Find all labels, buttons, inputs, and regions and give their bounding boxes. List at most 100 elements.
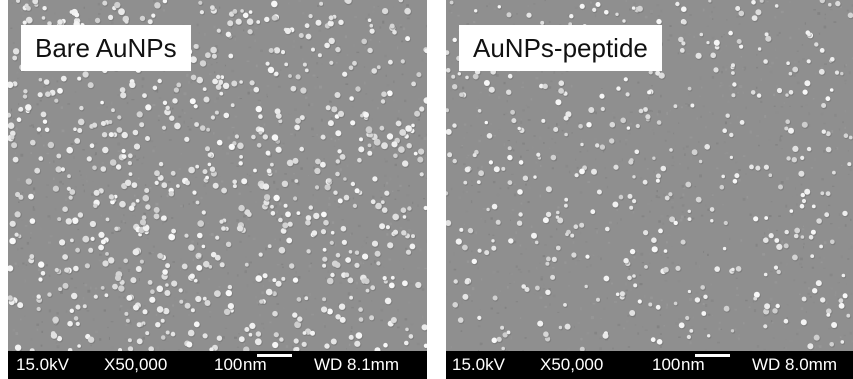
nanoparticle (239, 80, 243, 84)
nanoparticle (507, 331, 511, 335)
nanoparticle (117, 115, 121, 119)
nanoparticle (92, 166, 97, 171)
nanoparticle (822, 130, 826, 134)
nanoparticle (724, 306, 730, 312)
nanoparticle (563, 303, 567, 307)
nanoparticle (75, 248, 80, 253)
nanoparticle (367, 151, 372, 156)
nanoparticle (145, 204, 150, 209)
nanoparticle (794, 228, 800, 234)
nanoparticle (52, 317, 59, 324)
nanoparticle (321, 306, 327, 312)
nanoparticle (732, 82, 736, 86)
nanoparticle (126, 295, 132, 301)
nanoparticle (695, 297, 700, 302)
nanoparticle (518, 212, 522, 216)
nanoparticle (309, 205, 313, 209)
nanoparticle (125, 180, 131, 186)
nanoparticle (200, 10, 204, 14)
nanoparticle (789, 72, 793, 76)
nanoparticle (266, 62, 270, 66)
nanoparticle (535, 286, 540, 291)
nanoparticle (627, 126, 630, 129)
nanoparticle (77, 77, 81, 81)
nanoparticle (849, 136, 853, 140)
nanoparticle (613, 165, 618, 170)
nanoparticle (37, 127, 41, 131)
nanoparticle (329, 61, 333, 65)
nanoparticle (370, 24, 374, 28)
nanoparticle (777, 88, 782, 93)
nanoparticle (826, 147, 832, 153)
panel-label: Bare AuNPs (21, 25, 191, 71)
nanoparticle (816, 218, 822, 224)
nanoparticle (286, 238, 292, 244)
nanoparticle (620, 118, 626, 124)
nanoparticle (786, 61, 790, 65)
nanoparticle (208, 163, 212, 167)
nanoparticle (192, 191, 196, 195)
nanoparticle (368, 144, 372, 148)
nanoparticle (390, 24, 395, 29)
nanoparticle (685, 316, 689, 320)
nanoparticle (198, 1, 202, 5)
nanoparticle (774, 266, 778, 270)
nanoparticle (213, 183, 219, 189)
nanoparticle (846, 314, 850, 318)
nanoparticle (571, 252, 576, 257)
nanoparticle (609, 138, 614, 143)
nanoparticle (807, 33, 811, 37)
nanoparticle (179, 300, 183, 304)
nanoparticle (303, 63, 307, 67)
nanoparticle (828, 3, 832, 7)
nanoparticle (632, 6, 635, 9)
nanoparticle (358, 146, 364, 152)
scale-bar-value: 100 (652, 354, 680, 376)
nanoparticle (285, 28, 291, 34)
nanoparticle (227, 20, 233, 26)
nanoparticle (757, 93, 761, 97)
nanoparticle (195, 165, 199, 169)
nanoparticle (329, 38, 335, 44)
nanoparticle (407, 206, 411, 210)
nanoparticle (140, 219, 146, 225)
nanoparticle (382, 207, 388, 213)
nanoparticle (338, 111, 344, 117)
nanoparticle (354, 341, 360, 347)
nanoparticle (465, 280, 470, 285)
nanoparticle (663, 267, 669, 273)
nanoparticle (303, 331, 307, 335)
nanoparticle (67, 174, 71, 178)
nanoparticle (411, 82, 416, 87)
nanoparticle (802, 122, 808, 128)
nanoparticle (840, 72, 843, 75)
nanoparticle (305, 69, 309, 73)
sem-info-bar: 15.0kV X50,000 100 nm WD 8.0mm (446, 351, 853, 379)
nanoparticle (90, 143, 95, 148)
nanoparticle (635, 150, 640, 155)
nanoparticle (546, 186, 552, 192)
nanoparticle (77, 344, 81, 348)
nanoparticle (737, 39, 742, 44)
nanoparticle (139, 122, 144, 127)
nanoparticle (633, 283, 637, 287)
nanoparticle (714, 266, 720, 272)
nanoparticle (241, 178, 247, 184)
nanoparticle (153, 86, 158, 91)
nanoparticle (210, 5, 215, 10)
nanoparticle (327, 179, 331, 183)
nanoparticle (769, 233, 774, 238)
nanoparticle (216, 75, 220, 79)
nanoparticle (174, 87, 179, 92)
nanoparticle (66, 147, 73, 154)
nanoparticle (158, 79, 162, 83)
nanoparticle (250, 80, 255, 85)
nanoparticle (843, 293, 848, 298)
nanoparticle (171, 171, 176, 176)
nanoparticle (839, 298, 844, 303)
nanoparticle (552, 257, 557, 262)
nanoparticle (518, 127, 521, 130)
nanoparticle (171, 229, 176, 234)
nanoparticle (342, 240, 347, 245)
nanoparticle (619, 195, 624, 200)
